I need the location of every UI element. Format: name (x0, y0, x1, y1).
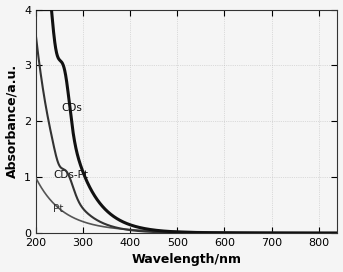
X-axis label: Wavelength/nm: Wavelength/nm (132, 254, 242, 267)
Text: Pt: Pt (52, 204, 63, 214)
Text: CDs-Pt: CDs-Pt (53, 170, 88, 180)
Y-axis label: Absorbance/a.u.: Absorbance/a.u. (5, 64, 19, 178)
Text: CDs: CDs (61, 103, 82, 113)
